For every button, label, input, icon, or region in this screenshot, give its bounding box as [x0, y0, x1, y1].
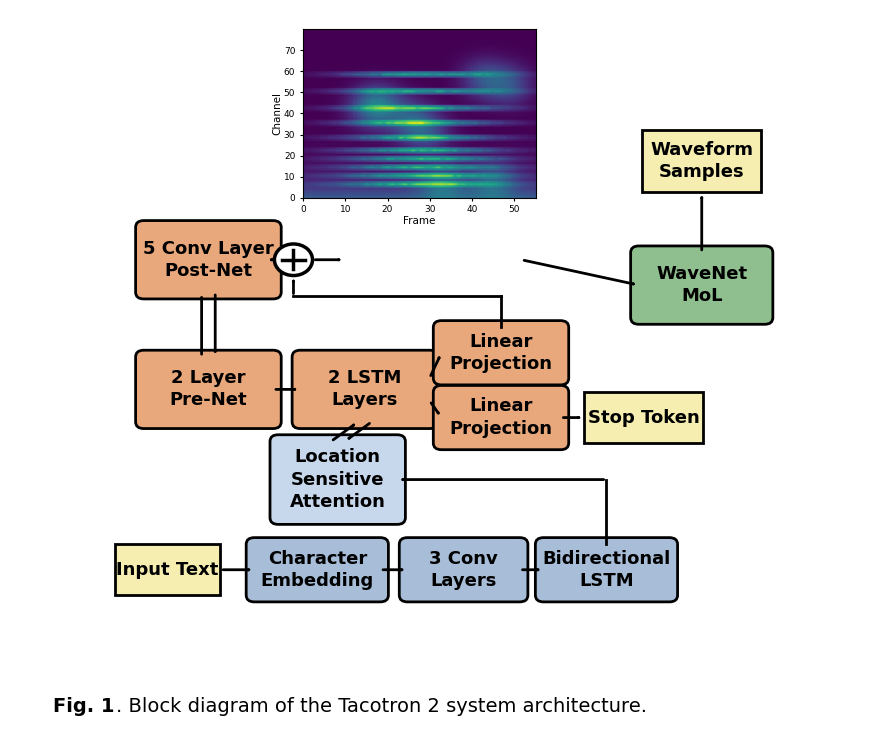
Text: Input Text: Input Text [117, 561, 218, 579]
Text: Linear
Projection: Linear Projection [449, 332, 552, 373]
FancyBboxPatch shape [246, 537, 388, 602]
Text: Character
Embedding: Character Embedding [260, 550, 374, 590]
FancyBboxPatch shape [433, 321, 568, 385]
Text: Mel Spectrogram: Mel Spectrogram [326, 82, 528, 102]
FancyBboxPatch shape [399, 537, 527, 602]
FancyBboxPatch shape [270, 435, 405, 524]
Y-axis label: Channel: Channel [272, 92, 282, 135]
FancyBboxPatch shape [535, 537, 677, 602]
Text: Linear
Projection: Linear Projection [449, 397, 552, 438]
Text: Location
Sensitive
Attention: Location Sensitive Attention [289, 449, 385, 511]
FancyBboxPatch shape [115, 545, 220, 595]
Text: 2 Layer
Pre-Net: 2 Layer Pre-Net [169, 369, 247, 409]
FancyBboxPatch shape [433, 386, 568, 449]
FancyBboxPatch shape [135, 220, 281, 299]
Circle shape [275, 244, 312, 275]
Text: WaveNet
MoL: WaveNet MoL [655, 265, 746, 305]
FancyBboxPatch shape [135, 350, 281, 428]
Text: 3 Conv
Layers: 3 Conv Layers [429, 550, 497, 590]
Text: Bidirectional
LSTM: Bidirectional LSTM [542, 550, 670, 590]
FancyBboxPatch shape [584, 392, 702, 443]
Text: 2 LSTM
Layers: 2 LSTM Layers [328, 369, 401, 409]
Text: 5 Conv Layer
Post-Net: 5 Conv Layer Post-Net [143, 239, 274, 280]
Text: Waveform
Samples: Waveform Samples [650, 141, 752, 182]
Text: . Block diagram of the Tacotron 2 system architecture.: . Block diagram of the Tacotron 2 system… [116, 697, 646, 716]
FancyBboxPatch shape [641, 130, 760, 192]
Text: Stop Token: Stop Token [588, 408, 699, 427]
X-axis label: Frame: Frame [403, 216, 435, 225]
FancyBboxPatch shape [292, 350, 438, 428]
FancyBboxPatch shape [630, 246, 772, 324]
Text: Fig. 1: Fig. 1 [53, 697, 114, 716]
